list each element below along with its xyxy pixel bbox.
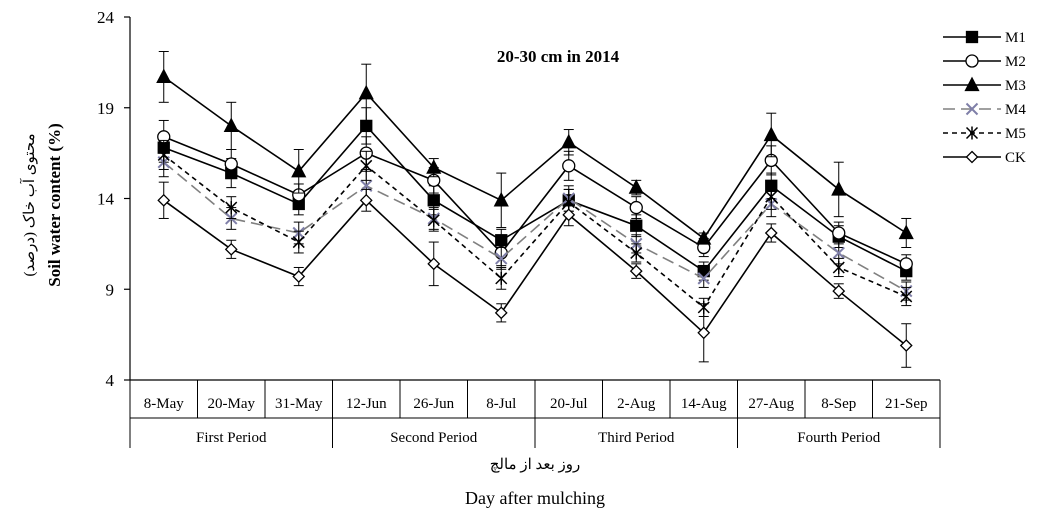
data-point-ck: [157, 193, 171, 207]
y-axis-label: Soil water content (%): [45, 123, 64, 287]
x-tick-label: 27-Aug: [748, 396, 794, 412]
data-point-m3: [628, 179, 644, 194]
data-point-m5: [495, 271, 508, 285]
data-point-m3: [898, 224, 914, 240]
legend-marker: [965, 102, 979, 116]
data-point-m5: [832, 260, 845, 274]
legend: M1 M2 M3 M4 M5 CK: [943, 30, 1026, 166]
group-label: Third Period: [598, 430, 675, 446]
data-point-m3: [426, 159, 442, 174]
data-point-ck: [629, 264, 643, 278]
y-tick-label: 14: [97, 190, 115, 209]
data-point-m2: [562, 159, 576, 173]
legend-label: M5: [1005, 126, 1026, 142]
series-line-ck: [163, 199, 907, 347]
data-point-m4: [697, 272, 710, 285]
series-line-m4: [163, 161, 907, 292]
y-axis-label-persian: محتوی آب خاک (درصد): [20, 133, 38, 276]
data-point-m5: [765, 190, 778, 204]
legend-label: M3: [1005, 78, 1026, 94]
data-point-m2: [629, 200, 643, 215]
group-label: First Period: [196, 430, 267, 446]
data-point-m5: [900, 290, 913, 304]
data-point-m2: [899, 257, 913, 271]
data-point-ck: [562, 208, 576, 222]
data-point-m3: [223, 117, 239, 133]
series-ck: [157, 181, 913, 368]
data-point-m5: [292, 235, 305, 249]
data-point-m4: [495, 252, 508, 265]
data-point-ck: [494, 306, 508, 320]
legend-label: M2: [1005, 54, 1026, 70]
data-point-ck: [427, 257, 441, 271]
group-label: Fourth Period: [797, 430, 880, 446]
data-point-ck: [292, 270, 306, 283]
x-tick-label: 12-Jun: [346, 396, 387, 412]
legend-marker: [964, 76, 980, 92]
data-point-m5: [630, 246, 643, 260]
data-point-m5: [360, 159, 373, 173]
y-tick-label: 24: [97, 8, 115, 27]
data-point-m4: [832, 246, 845, 260]
data-point-ck: [764, 226, 778, 240]
data-point-ck: [697, 326, 711, 340]
y-tick-label: 9: [106, 280, 115, 299]
series-m5: [157, 139, 913, 317]
x-tick-label: 31-May: [275, 396, 323, 412]
data-point-m3: [358, 84, 374, 100]
data-point-m3: [493, 191, 509, 207]
legend-label: M1: [1005, 30, 1026, 46]
data-point-m2: [832, 226, 846, 240]
data-point-ck: [832, 284, 846, 298]
data-point-m3: [561, 133, 577, 149]
legend-marker: [965, 126, 979, 140]
legend-marker: [965, 150, 979, 164]
data-point-m5: [225, 201, 238, 215]
series-line-m3: [163, 76, 907, 240]
y-tick-label: 19: [97, 99, 114, 118]
series-m3: [156, 50, 914, 249]
data-point-m1: [630, 219, 643, 232]
x-axis-label-persian: روز بعد از مالچ: [490, 457, 581, 473]
data-point-m3: [291, 162, 307, 178]
data-point-ck: [899, 339, 913, 352]
data-point-m3: [831, 181, 847, 196]
data-point-ck: [359, 193, 373, 207]
data-point-m5: [157, 148, 170, 162]
legend-label: CK: [1005, 150, 1026, 166]
plot-area: 4 9 14 19 24 8-May 20-May 31-May 12-Jun 26-Jun 8-J…: [97, 8, 941, 448]
x-tick-label: 8-Sep: [821, 396, 856, 412]
data-point-m3: [763, 126, 779, 142]
legend-label: M4: [1005, 102, 1026, 118]
x-tick-label: 2-Aug: [617, 396, 656, 412]
x-tick-label: 26-Jun: [413, 396, 454, 412]
series-m1: [157, 107, 913, 281]
x-tick-label: 8-Jul: [486, 396, 516, 412]
data-point-m1: [427, 194, 440, 207]
data-point-ck: [224, 242, 238, 256]
data-point-m3: [696, 230, 712, 245]
legend-marker: [965, 30, 979, 44]
x-tick-label: 21-Sep: [885, 396, 928, 412]
series-line-m1: [163, 124, 907, 273]
y-tick-label: 4: [106, 371, 115, 390]
legend-marker: [965, 54, 979, 68]
x-tick-label: 8-May: [144, 396, 184, 412]
series-line-m2: [163, 136, 907, 265]
chart-title: 20-30 cm in 2014: [497, 47, 620, 66]
x-axis-label: Day after mulching: [465, 488, 605, 508]
data-point-m3: [156, 68, 172, 84]
x-tick-label: 14-Aug: [681, 396, 727, 412]
x-tick-label: 20-May: [208, 396, 256, 412]
x-tick-label: 20-Jul: [550, 396, 588, 412]
series-m2: [157, 119, 913, 274]
data-point-m2: [224, 157, 238, 171]
group-label: Second Period: [390, 430, 478, 446]
series-line-m5: [163, 154, 907, 309]
data-point-m5: [427, 213, 440, 227]
